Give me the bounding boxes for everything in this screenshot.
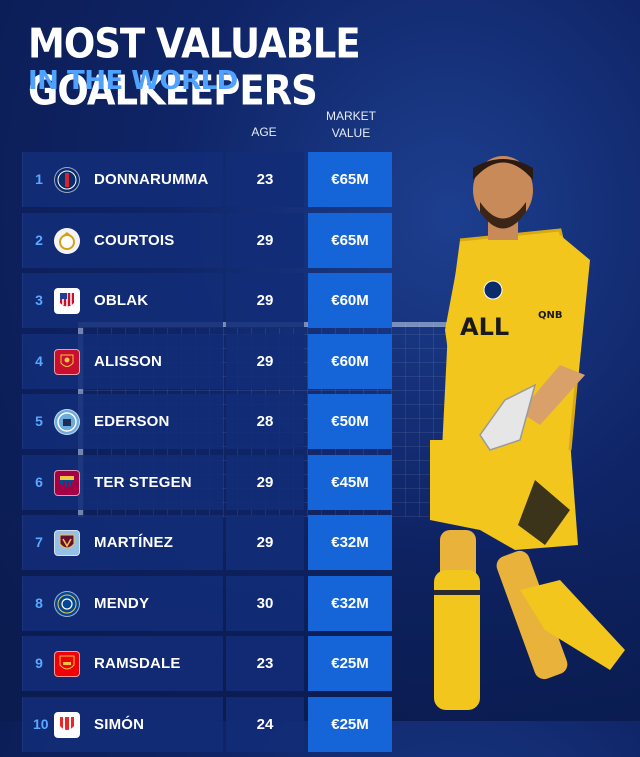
market-value-cell: €65M [308,152,392,207]
rank-number: 7 [35,534,43,550]
player-name: MARTÍNEZ [94,534,174,551]
age-cell: 23 [226,636,304,691]
market-value-cell: €65M [308,212,392,268]
age-cell: 29 [226,454,304,510]
market-value-cell: €25M [308,636,392,691]
player-cell: 4 ALISSON [22,333,223,389]
player-cell: 10 SIMÓN [22,696,223,752]
ranking-table: 1 DONNARUMMA 23 €65M 2 COURTOIS 29 €65M … [0,152,400,757]
player-cell: 8 MENDY [22,575,223,631]
table-row: 2 COURTOIS 29 €65M [0,212,400,268]
age-cell: 29 [226,273,304,328]
table-row: 10 SIMÓN 24 €25M [0,696,400,752]
rank-number: 4 [35,352,43,369]
jersey-sponsor-text: QNB [538,310,563,321]
arsenal-crest-icon [54,651,80,677]
table-row: 4 ALISSON 29 €60M [0,333,400,389]
table-row: 5 EDERSON 28 €50M [0,394,400,449]
market-value-cell: €32M [308,515,392,570]
rank-number: 6 [35,473,43,490]
page-title: MOST VALUABLE GOALKEEPERS [28,20,361,115]
player-name: OBLAK [94,292,149,309]
rank-number: 9 [35,655,43,671]
age-cell: 29 [226,212,304,268]
table-row: 6 TER STEGEN 29 €45M [0,454,400,510]
market-value-header-line1: MARKET [325,109,376,123]
rank-number: 1 [35,171,43,187]
age-cell: 24 [226,696,304,752]
table-row: 7 MARTÍNEZ 29 €32M [0,515,400,570]
player-cell: 7 MARTÍNEZ [22,515,223,570]
player-cell: 2 COURTOIS [22,212,223,268]
age-column-header: AGE [251,125,277,139]
page-subtitle: IN THE WORLD [28,66,238,96]
psg-crest-icon [54,167,80,193]
aston-villa-crest-icon [54,530,80,556]
liverpool-crest-icon [54,348,80,375]
age-cell: 30 [226,575,304,631]
age-cell: 29 [226,333,304,389]
player-name: SIMÓN [94,715,145,733]
real-madrid-crest-icon [54,227,80,254]
rank-number: 2 [35,231,43,248]
table-row: 9 RAMSDALE 23 €25M [0,636,400,691]
market-value-column-header: MARKET VALUE [310,108,392,142]
player-name: COURTOIS [94,231,175,249]
player-name: EDERSON [94,413,170,430]
market-value-cell: €32M [308,575,392,631]
market-value-cell: €25M [308,696,392,752]
player-name: RAMSDALE [94,655,181,672]
chelsea-crest-icon [54,590,80,617]
player-cell: 5 EDERSON [22,394,223,449]
player-cell: 1 DONNARUMMA [22,152,223,207]
age-cell: 29 [226,515,304,570]
player-name: TER STEGEN [94,473,192,491]
player-name: ALISSON [94,352,163,370]
barcelona-crest-icon [54,469,80,496]
table-row: 3 OBLAK 29 €60M [0,273,400,328]
player-name: DONNARUMMA [94,171,209,188]
market-value-cell: €60M [308,273,392,328]
rank-number: 10 [33,715,49,732]
market-value-cell: €60M [308,333,392,389]
market-value-cell: €50M [308,394,392,449]
atletico-crest-icon [54,288,80,314]
age-cell: 28 [226,394,304,449]
age-cell: 23 [226,152,304,207]
table-row: 8 MENDY 30 €32M [0,575,400,631]
athletic-bilbao-crest-icon [54,711,80,738]
player-name: MENDY [94,594,150,612]
goalkeeper-illustration: ALL QNB [430,156,625,710]
rank-number: 3 [35,292,43,308]
rank-number: 5 [35,413,43,429]
player-cell: 3 OBLAK [22,273,223,328]
market-value-cell: €45M [308,454,392,510]
player-cell: 6 TER STEGEN [22,454,223,510]
player-cell: 9 RAMSDALE [22,636,223,691]
rank-number: 8 [35,594,43,611]
man-city-crest-icon [54,409,80,435]
svg-text:ALL: ALL [460,313,509,341]
market-value-header-line2: VALUE [331,126,371,140]
table-row: 1 DONNARUMMA 23 €65M [0,152,400,207]
